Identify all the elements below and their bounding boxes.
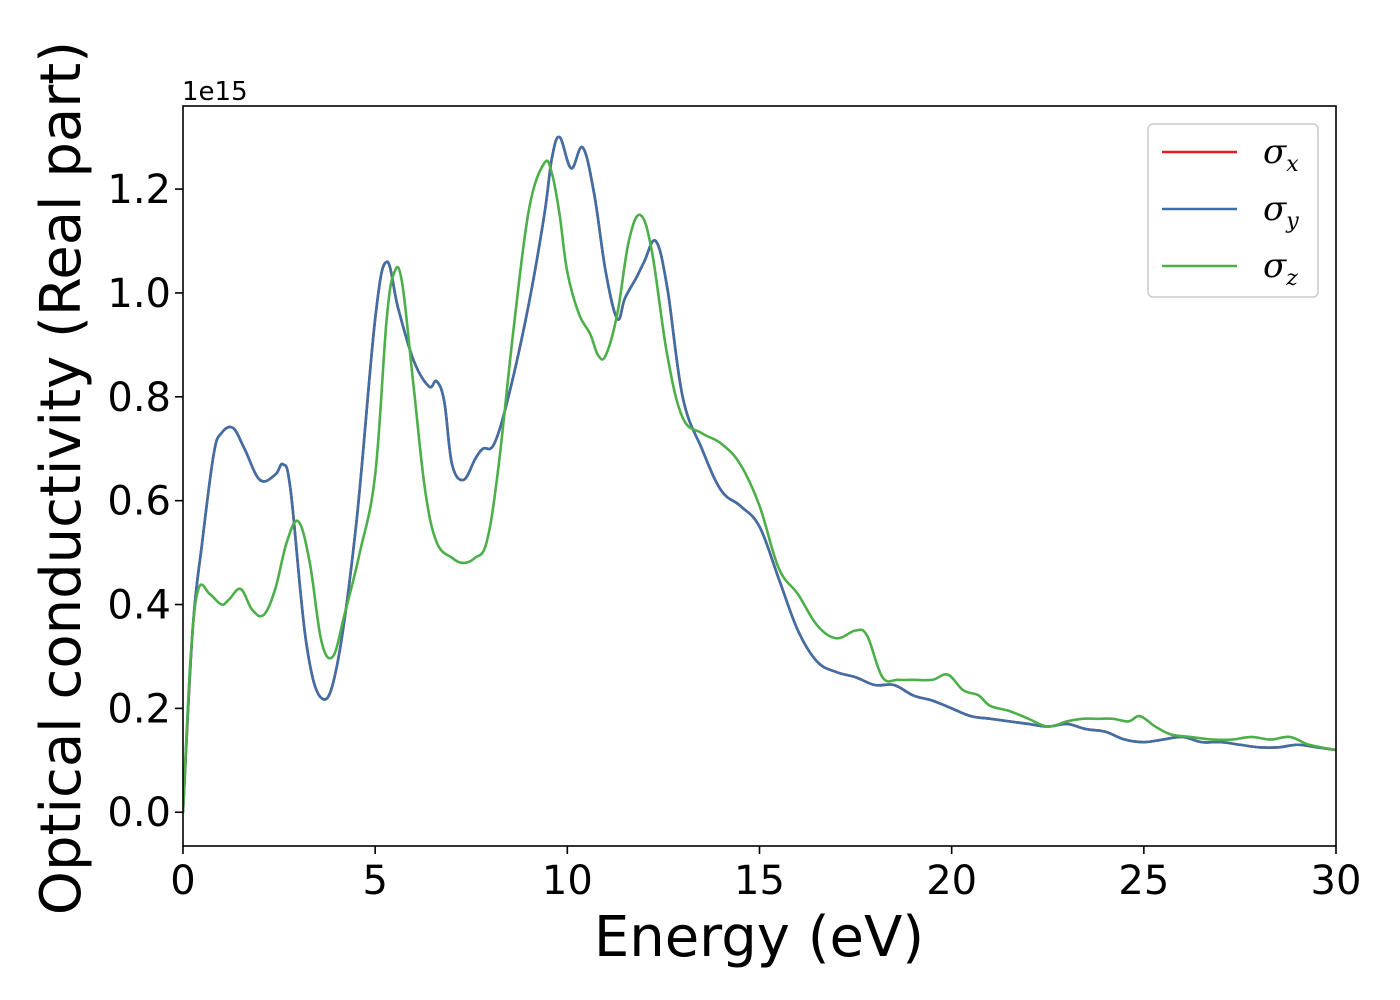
y-tick-label: 0.4 [107,583,171,629]
y-tick-label: 0.2 [107,686,171,732]
y-tick-label: 0.0 [107,790,171,836]
legend: σx σy σz [1147,123,1319,298]
y-tick-label: 1.2 [107,167,171,213]
series-line-sigma-y [183,135,1336,814]
y-axis-title: Optical conductivity (Real part) [29,41,94,915]
legend-label-sigma-z: σz [1263,246,1298,291]
legend-box [1147,123,1319,298]
y-tick-label: 1.0 [107,271,171,317]
x-tick-label: 5 [362,858,387,904]
y-tick-label: 0.8 [107,375,171,421]
x-axis-title: Energy (eV) [594,905,924,970]
x-axis-ticks: 0 5 10 15 20 25 30 [170,846,1361,904]
legend-label-sigma-x: σx [1263,132,1299,177]
series-line-sigma-z [183,159,1336,814]
x-tick-label: 20 [926,858,977,904]
x-tick-label: 25 [1118,858,1169,904]
x-tick-label: 15 [734,858,785,904]
series-layer [183,135,1336,814]
x-tick-label: 30 [1311,858,1362,904]
y-offset-label: 1e15 [182,77,248,107]
y-axis-ticks: 0.0 0.2 0.4 0.6 0.8 1.0 1.2 [107,167,183,836]
legend-label-sigma-y: σy [1263,189,1299,234]
y-tick-label: 0.6 [107,479,171,525]
x-tick-label: 0 [170,858,195,904]
x-tick-label: 10 [542,858,593,904]
